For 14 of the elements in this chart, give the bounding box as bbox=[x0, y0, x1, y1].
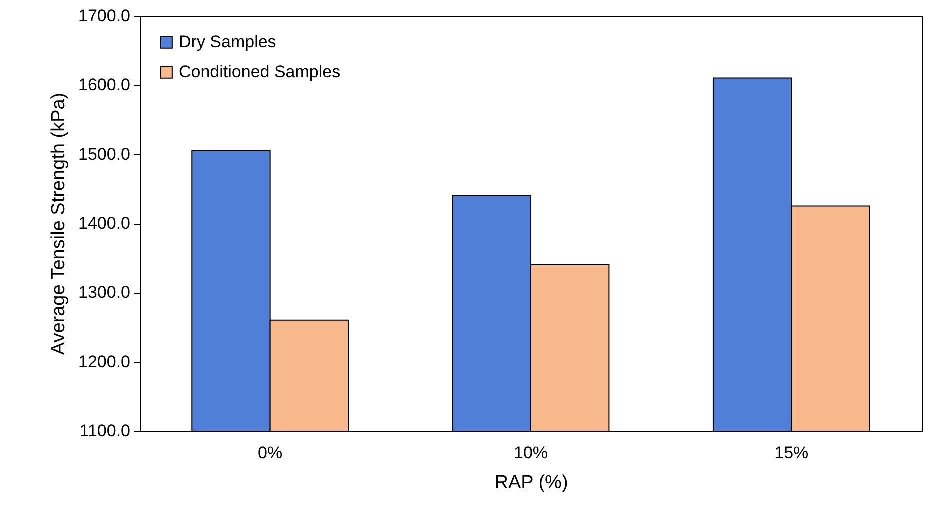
x-tick-label: 15% bbox=[774, 444, 809, 462]
y-tick-label: 1100.0 bbox=[80, 422, 130, 440]
y-tick-label: 1300.0 bbox=[78, 283, 130, 302]
y-tick-label: 1200.0 bbox=[78, 352, 130, 372]
y-tick-label: 1400.0 bbox=[78, 214, 130, 233]
legend-label: Dry Samples bbox=[179, 32, 276, 52]
x-axis-title: RAP (%) bbox=[494, 472, 568, 494]
y-axis-title: Average Tensile Strength (kPa) bbox=[48, 92, 70, 356]
legend-label: Conditioned Samples bbox=[179, 62, 341, 82]
y-tick-label: 1600.0 bbox=[78, 76, 130, 95]
x-tick-label: 10% bbox=[514, 444, 548, 462]
y-tick-label: 1700.0 bbox=[78, 6, 130, 26]
x-tick-label: 0% bbox=[258, 444, 283, 462]
y-tick-label: 1500.0 bbox=[78, 144, 130, 164]
